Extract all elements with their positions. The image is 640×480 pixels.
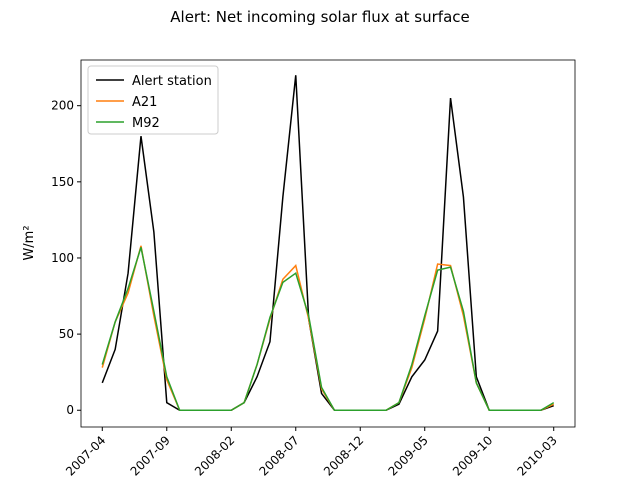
y-tick-label: 50	[59, 327, 74, 341]
plot-frame	[80, 59, 576, 428]
y-tick-label: 100	[51, 251, 74, 265]
x-tick-label: 2008-02	[192, 433, 237, 478]
legend-box	[87, 65, 219, 135]
legend-label: A21	[132, 95, 157, 110]
chart-title: Alert: Net incoming solar flux at surfac…	[170, 8, 469, 26]
y-tick-label: 0	[66, 403, 74, 417]
x-tick-label: 2009-10	[450, 433, 495, 478]
x-tick-label: 2007-09	[128, 433, 173, 478]
x-tick-label: 2008-12	[321, 433, 366, 478]
legend-label: Alert station	[132, 74, 212, 89]
y-tick-label: 150	[51, 175, 74, 189]
x-tick-label: 2008-07	[257, 433, 302, 478]
x-tick-label: 2007-04	[63, 433, 108, 478]
y-tick-label: 200	[51, 99, 74, 113]
x-tick-label: 2010-03	[514, 433, 559, 478]
series-line	[101, 247, 555, 411]
legend-label: M92	[132, 116, 160, 131]
y-axis-label: W/m²	[22, 225, 37, 260]
x-tick-label: 2009-05	[386, 433, 431, 478]
series-line	[101, 75, 554, 411]
